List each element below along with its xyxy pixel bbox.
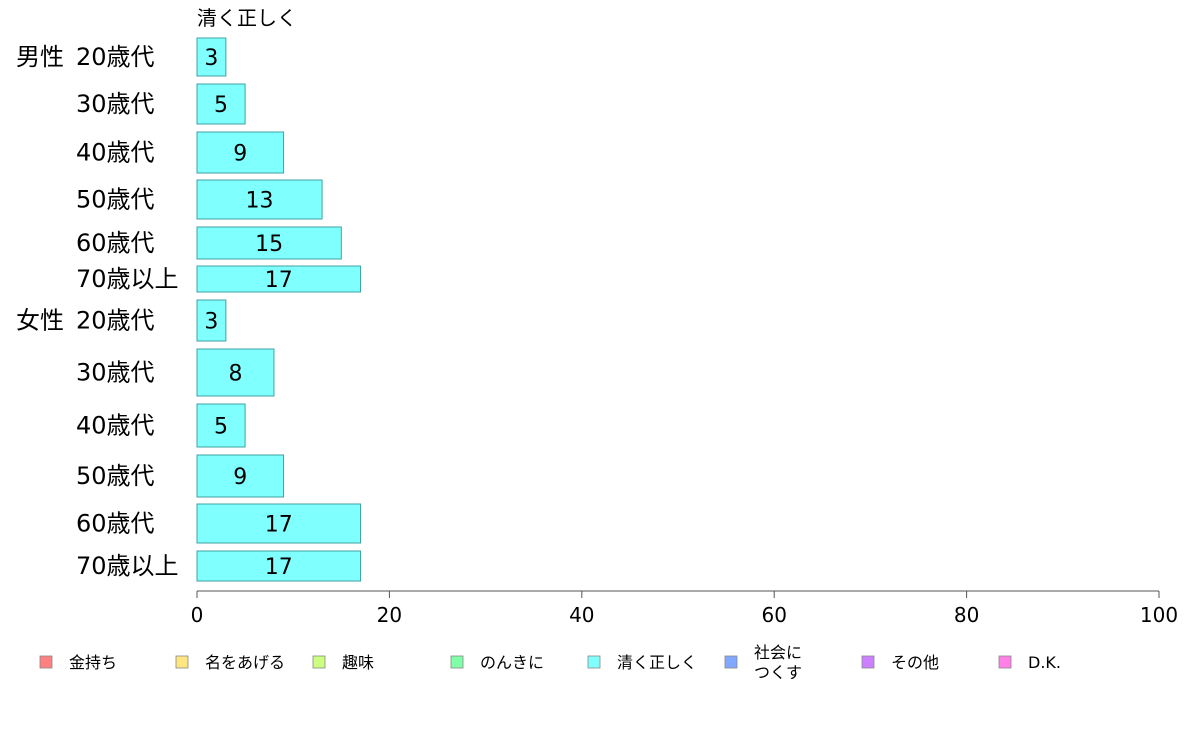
bar-value-label: 5 [214, 93, 228, 118]
legend-swatch [724, 655, 738, 669]
legend-label: 趣味 [342, 653, 374, 672]
legend-label: 名をあげる [205, 653, 285, 672]
legend-label: のんきに [480, 653, 544, 672]
group-label-1: 女性 [16, 307, 64, 335]
x-tick-label: 40 [569, 603, 594, 627]
bar-value-label: 3 [204, 46, 218, 71]
bar-value-label: 15 [255, 232, 283, 257]
bar [196, 265, 362, 293]
category-label: 40歳代 [76, 139, 155, 167]
category-label: 40歳代 [76, 412, 155, 440]
bar-value-label: 5 [214, 415, 228, 440]
legend-label: 清く正しく [617, 653, 697, 672]
bar [196, 131, 285, 174]
bar-value-label: 9 [233, 142, 247, 167]
bars-layer: 男性 20歳代 3 30歳代 5 40歳代 9 50歳代 13 60歳代 15 70歳以上 17 女性 20… [16, 37, 362, 582]
bar-value-label: 17 [265, 555, 293, 580]
legend-swatch [39, 655, 53, 669]
category-label: 20歳代 [76, 307, 155, 335]
bar-value-label: 17 [265, 513, 293, 538]
category-label: 50歳代 [76, 462, 155, 490]
legend-label: D.K. [1028, 653, 1061, 672]
x-tick-label: 100 [1140, 603, 1178, 627]
legend-swatch [861, 655, 875, 669]
legend-swatch [998, 655, 1012, 669]
category-label: 70歳以上 [76, 552, 179, 580]
bar [196, 403, 246, 448]
category-label: 30歳代 [76, 90, 155, 118]
legend-label: つくす [754, 663, 802, 682]
bar-value-label: 3 [204, 310, 218, 335]
bar [196, 179, 323, 220]
legend-label: 社会に [754, 643, 802, 662]
x-tick-label: 60 [761, 603, 786, 627]
series-title: 清く正しく [197, 6, 297, 30]
bar-value-label: 17 [265, 268, 293, 293]
bar-value-label: 13 [246, 189, 274, 214]
legend-swatch [587, 655, 601, 669]
x-tick-label: 20 [377, 603, 402, 627]
bar [196, 83, 246, 125]
legend-label: その他 [891, 653, 939, 672]
category-label: 60歳代 [76, 510, 155, 538]
category-label: 20歳代 [76, 43, 155, 71]
category-label: 70歳以上 [76, 265, 179, 293]
bar [196, 454, 285, 498]
bar [196, 348, 275, 397]
x-tick-label: 0 [191, 603, 204, 627]
x-axis: 0 20 40 60 80 100 [191, 590, 1178, 627]
bar-value-label: 9 [233, 465, 247, 490]
bar [196, 37, 227, 77]
bar [196, 299, 227, 342]
legend-swatch [312, 655, 326, 669]
legend-swatch [175, 655, 189, 669]
category-label: 30歳代 [76, 359, 155, 387]
bar [196, 226, 342, 260]
bar-value-label: 8 [228, 362, 242, 387]
bar [196, 550, 362, 582]
bar [196, 503, 362, 544]
category-label: 50歳代 [76, 186, 155, 214]
category-label: 60歳代 [76, 229, 155, 257]
legend-label: 金持ち [69, 653, 117, 672]
x-tick-label: 80 [954, 603, 979, 627]
legend-swatch [450, 655, 464, 669]
group-label-0: 男性 [16, 43, 64, 71]
